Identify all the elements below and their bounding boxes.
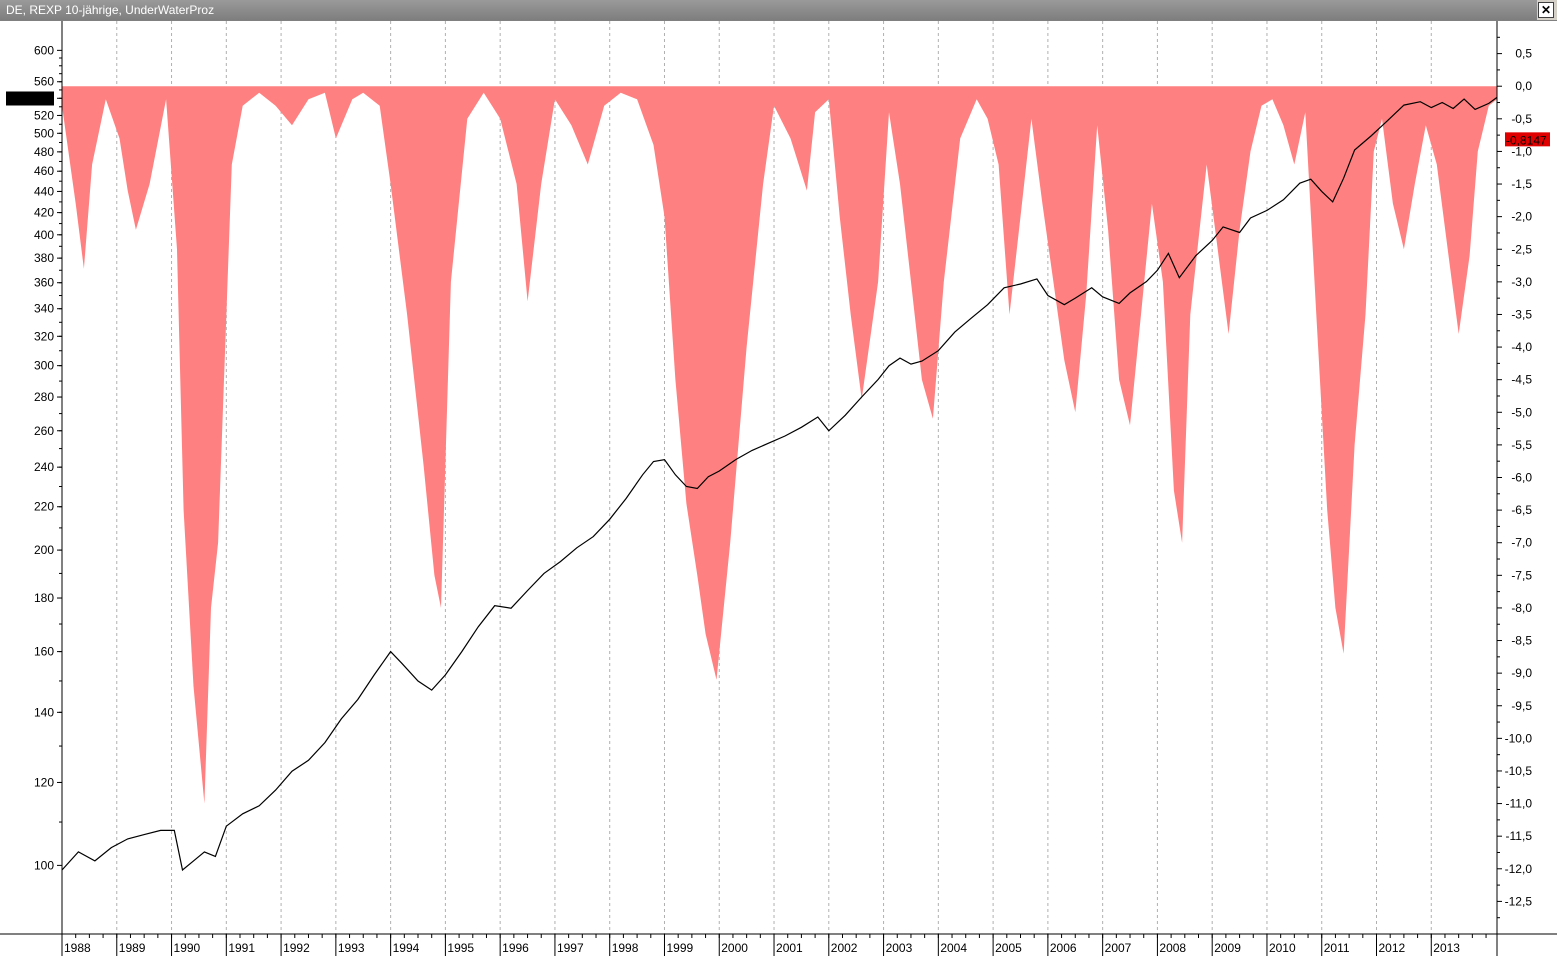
- x-tick-label-2000: 2000: [721, 941, 748, 955]
- x-tick-label-2005: 2005: [995, 941, 1022, 955]
- right-tick-label--7,0: -7,0: [1511, 536, 1532, 550]
- underwater-area: [62, 86, 1497, 804]
- left-tick-label-500: 500: [34, 126, 54, 140]
- window-caption: DE, REXP 10-jährige, UnderWaterProz: [0, 0, 1537, 20]
- window-title: DE, REXP 10-jährige, UnderWaterProz: [6, 3, 215, 17]
- current-underwater-badge: [1505, 132, 1550, 147]
- x-tick-label-2009: 2009: [1214, 941, 1241, 955]
- left-tick-label-280: 280: [34, 390, 54, 404]
- x-tick-label-1997: 1997: [557, 941, 584, 955]
- close-icon[interactable]: ✕: [1538, 2, 1554, 18]
- left-tick-label-440: 440: [34, 184, 54, 198]
- x-tick-label-2006: 2006: [1050, 941, 1077, 955]
- left-tick-label-140: 140: [34, 705, 54, 719]
- right-tick-label--6,5: -6,5: [1511, 503, 1532, 517]
- x-tick-label-2011: 2011: [1324, 941, 1350, 955]
- right-tick-label--5,0: -5,0: [1511, 405, 1532, 419]
- left-tick-label-160: 160: [34, 645, 54, 659]
- right-tick-label--12,5: -12,5: [1505, 894, 1533, 908]
- x-tick-label-1996: 1996: [502, 941, 529, 955]
- left-tick-label-220: 220: [34, 500, 54, 514]
- left-tick-label-200: 200: [34, 543, 54, 557]
- x-tick-label-1998: 1998: [612, 941, 639, 955]
- x-tick-label-1993: 1993: [338, 941, 365, 955]
- right-tick-label--4,0: -4,0: [1511, 340, 1532, 354]
- price-line: [61, 96, 1498, 872]
- chart-canvas: 6005605405205004804604404204003803603403…: [0, 21, 1557, 956]
- right-tick-label--1,5: -1,5: [1511, 177, 1532, 191]
- current-price-label: 539,750: [8, 92, 52, 106]
- right-underwater-axis: 0,5 0,0 -0,5 -1,0 -1,5 -2,0 -2,5 -3,0 -3,5 -4,0 -4…: [1497, 36, 1533, 919]
- left-tick-label-600: 600: [34, 43, 54, 57]
- x-tick-label-2001: 2001: [776, 941, 803, 955]
- x-tick-label-2002: 2002: [831, 941, 858, 955]
- left-price-axis: 6005605405205004804604404204003803603403…: [34, 43, 62, 872]
- left-tick-label-260: 260: [34, 424, 54, 438]
- chart-background: [0, 21, 1557, 956]
- right-tick-label--10,5: -10,5: [1505, 764, 1533, 778]
- current-price-badge: [6, 91, 54, 106]
- left-tick-label-360: 360: [34, 276, 54, 290]
- right-tick-label--0,5: -0,5: [1511, 112, 1532, 126]
- left-tick-label-120: 120: [34, 775, 54, 789]
- x-tick-label-2012: 2012: [1379, 941, 1406, 955]
- right-tick-label--5,5: -5,5: [1511, 438, 1532, 452]
- x-tick-label-2003: 2003: [886, 941, 913, 955]
- right-tick-label--10,0: -10,0: [1505, 731, 1533, 745]
- right-tick-label-0,5: 0,5: [1515, 47, 1532, 61]
- right-tick-label--2,5: -2,5: [1511, 242, 1532, 256]
- x-tick-label-1989: 1989: [119, 941, 146, 955]
- x-tick-label-1991: 1991: [228, 941, 255, 955]
- left-tick-label-560: 560: [34, 75, 54, 89]
- underwater-area-layer: [62, 86, 1497, 804]
- left-tick-label-340: 340: [34, 302, 54, 316]
- right-tick-label--4,5: -4,5: [1511, 373, 1532, 387]
- left-tick-label-300: 300: [34, 359, 54, 373]
- right-tick-label--3,5: -3,5: [1511, 307, 1532, 321]
- right-tick-label--7,5: -7,5: [1511, 568, 1532, 582]
- x-tick-label-1990: 1990: [174, 941, 201, 955]
- left-tick-label-400: 400: [34, 228, 54, 242]
- axis-frames: [0, 21, 1557, 956]
- time-axis: 1988 1989 1990 1991 1992 1993 1994 1995 1996 1997…: [61, 934, 1487, 956]
- left-tick-label-480: 480: [34, 145, 54, 159]
- left-tick-label-180: 180: [34, 591, 54, 605]
- x-tick-label-1995: 1995: [447, 941, 474, 955]
- x-tick-label-1988: 1988: [64, 941, 91, 955]
- right-tick-label--1,0: -1,0: [1511, 144, 1532, 158]
- left-tick-label-320: 320: [34, 329, 54, 343]
- right-tick-label--3,0: -3,0: [1511, 275, 1532, 289]
- right-tick-label--11,0: -11,0: [1506, 797, 1533, 811]
- right-tick-label--2,0: -2,0: [1511, 210, 1532, 224]
- x-tick-label-2010: 2010: [1269, 941, 1296, 955]
- price-line-layer: [61, 96, 1498, 872]
- window-titlebar: DE, REXP 10-jährige, UnderWaterProz ✕: [0, 0, 1557, 21]
- x-tick-label-2004: 2004: [940, 941, 967, 955]
- x-tick-label-2013: 2013: [1433, 941, 1460, 955]
- left-tick-label-520: 520: [34, 108, 54, 122]
- x-tick-label-2008: 2008: [1159, 941, 1186, 955]
- x-tick-label-1992: 1992: [283, 941, 310, 955]
- current-underwater-label: -0,8147: [1506, 133, 1547, 147]
- value-badges: 539,750 -0,8147: [6, 91, 1550, 147]
- right-tick-label--6,0: -6,0: [1511, 471, 1532, 485]
- left-tick-label-460: 460: [34, 164, 54, 178]
- x-tick-label-1999: 1999: [666, 941, 693, 955]
- right-tick-label--9,5: -9,5: [1511, 699, 1532, 713]
- right-tick-label--12,0: -12,0: [1505, 862, 1533, 876]
- left-tick-label-420: 420: [34, 206, 54, 220]
- x-tick-label-1994: 1994: [393, 941, 420, 955]
- right-tick-label--9,0: -9,0: [1511, 666, 1532, 680]
- x-tick-label-2007: 2007: [1105, 941, 1132, 955]
- right-tick-label--8,0: -8,0: [1511, 601, 1532, 615]
- right-tick-label--8,5: -8,5: [1511, 634, 1532, 648]
- right-tick-label-0,0: 0,0: [1515, 79, 1532, 93]
- left-tick-label-100: 100: [34, 858, 54, 872]
- right-tick-label--11,5: -11,5: [1506, 829, 1533, 843]
- left-tick-label-380: 380: [34, 251, 54, 265]
- left-tick-label-240: 240: [34, 460, 54, 474]
